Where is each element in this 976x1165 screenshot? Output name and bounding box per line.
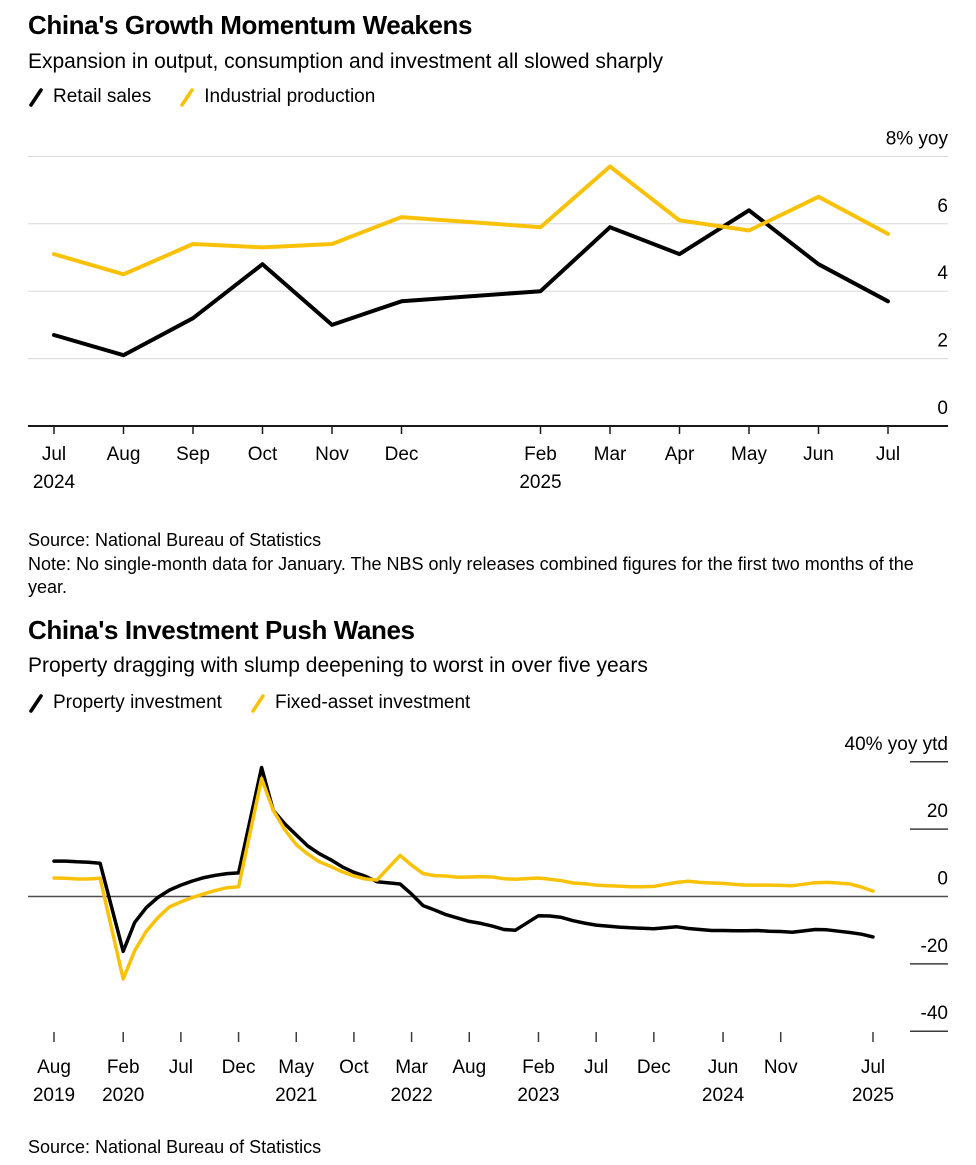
x-axis-month-label: Feb bbox=[522, 1057, 555, 1078]
x-axis-month-label: Aug bbox=[452, 1057, 486, 1078]
x-axis-month-label: May bbox=[731, 444, 767, 465]
x-axis-month-label: Jul bbox=[861, 1057, 885, 1078]
x-axis-month-label: Aug bbox=[37, 1057, 71, 1078]
y-axis-label: 20 bbox=[927, 801, 948, 822]
x-axis-year-label: 2025 bbox=[519, 472, 561, 493]
x-axis-year-label: 2024 bbox=[33, 472, 76, 493]
legend-item-retail-sales: Retail sales bbox=[28, 86, 151, 108]
fixed-asset-investment-line-swatch-icon bbox=[251, 693, 265, 713]
y-axis-label: 2 bbox=[937, 331, 948, 352]
retail-sales-line-swatch-icon bbox=[29, 87, 43, 107]
x-axis-month-label: Oct bbox=[248, 444, 278, 465]
x-axis-year-label: 2019 bbox=[33, 1085, 75, 1106]
chart1-note: Note: No single-month data for January. … bbox=[28, 553, 914, 598]
chart1-title: China's Growth Momentum Weakens bbox=[28, 10, 473, 40]
x-axis-month-label: Feb bbox=[524, 444, 557, 465]
x-axis-year-label: 2025 bbox=[852, 1085, 894, 1106]
x-axis-month-label: Aug bbox=[107, 444, 141, 465]
x-axis-year-label: 2020 bbox=[102, 1085, 144, 1106]
chart2-source-block: Source: National Bureau of Statistics bbox=[28, 1136, 321, 1160]
x-axis-month-label: Apr bbox=[665, 444, 695, 465]
series-line-retail-sales bbox=[52, 208, 890, 358]
x-axis-year-label: 2022 bbox=[390, 1085, 432, 1106]
x-axis-month-label: Dec bbox=[222, 1057, 256, 1078]
x-axis-year-label: 2024 bbox=[702, 1085, 745, 1106]
series-line-property-investment bbox=[52, 765, 875, 954]
x-axis-month-label: May bbox=[278, 1057, 314, 1078]
x-axis-month-label: Jul bbox=[42, 444, 66, 465]
y-axis-label: -40 bbox=[921, 1003, 948, 1024]
series-line-fixed-asset-investment bbox=[52, 776, 875, 981]
x-axis-year-label: 2021 bbox=[275, 1085, 317, 1106]
x-axis-month-label: Dec bbox=[637, 1057, 671, 1078]
legend-item-property-investment: Property investment bbox=[28, 692, 222, 714]
x-axis-month-label: Dec bbox=[385, 444, 419, 465]
legend-label-industrial-production: Industrial production bbox=[204, 86, 376, 107]
y-axis-label: 8% yoy bbox=[886, 128, 949, 149]
legend-item-fixed-asset-investment: Fixed-asset investment bbox=[250, 692, 470, 714]
y-axis-label: 0 bbox=[937, 869, 948, 890]
property-investment-line-swatch-icon bbox=[29, 693, 43, 713]
investment-push-chart: -40 -20 0 20 40% yoy ytd Aug 2019 Feb 2020 Jul Dec… bbox=[28, 734, 949, 1106]
y-axis-label: 40% yoy ytd bbox=[845, 734, 949, 755]
industrial-production-line-swatch-icon bbox=[180, 87, 195, 107]
x-axis-month-label: Jun bbox=[708, 1057, 739, 1078]
x-axis-month-label: Feb bbox=[107, 1057, 140, 1078]
x-axis-month-label: Nov bbox=[315, 444, 349, 465]
chart1-legend: Retail sales Industrial production bbox=[28, 86, 375, 108]
y-axis-label: 6 bbox=[937, 196, 948, 217]
y-axis-label: 0 bbox=[937, 398, 948, 419]
legend-label-property-investment: Property investment bbox=[53, 692, 222, 713]
x-axis-month-label: Nov bbox=[764, 1057, 798, 1078]
chart2-legend: Property investment Fixed-asset investme… bbox=[28, 692, 470, 714]
x-axis-month-label: Mar bbox=[594, 444, 627, 465]
chart2-subtitle: Property dragging with slump deepening t… bbox=[28, 654, 648, 677]
chart1-source-block: Source: National Bureau of Statistics No… bbox=[28, 529, 938, 600]
y-axis-label: -20 bbox=[921, 936, 948, 957]
legend-label-fixed-asset-investment: Fixed-asset investment bbox=[274, 692, 471, 713]
growth-momentum-chart: 0 2 4 6 8% yoy Jul 2024 Aug Sep Oct Nov Dec Feb 2025 M… bbox=[28, 128, 949, 493]
x-axis-month-label: Jul bbox=[169, 1057, 193, 1078]
x-axis-month-label: Oct bbox=[339, 1057, 369, 1078]
x-axis-month-label: Jul bbox=[584, 1057, 608, 1078]
x-axis-month-label: Jul bbox=[876, 444, 900, 465]
chart2-source: Source: National Bureau of Statistics bbox=[28, 1137, 322, 1157]
x-axis-month-label: Jun bbox=[803, 444, 834, 465]
y-axis-label: 4 bbox=[937, 263, 948, 284]
series-line-industrial-production bbox=[52, 164, 890, 277]
chart1-subtitle: Expansion in output, consumption and inv… bbox=[28, 50, 664, 73]
chart1-source: Source: National Bureau of Statistics bbox=[28, 530, 322, 550]
legend-label-retail-sales: Retail sales bbox=[53, 86, 152, 107]
x-axis-year-label: 2023 bbox=[517, 1085, 559, 1106]
chart2-title: China's Investment Push Wanes bbox=[28, 615, 415, 645]
x-axis-month-label: Mar bbox=[395, 1057, 428, 1078]
legend-item-industrial-production: Industrial production bbox=[179, 86, 375, 108]
x-axis-month-label: Sep bbox=[176, 444, 210, 465]
